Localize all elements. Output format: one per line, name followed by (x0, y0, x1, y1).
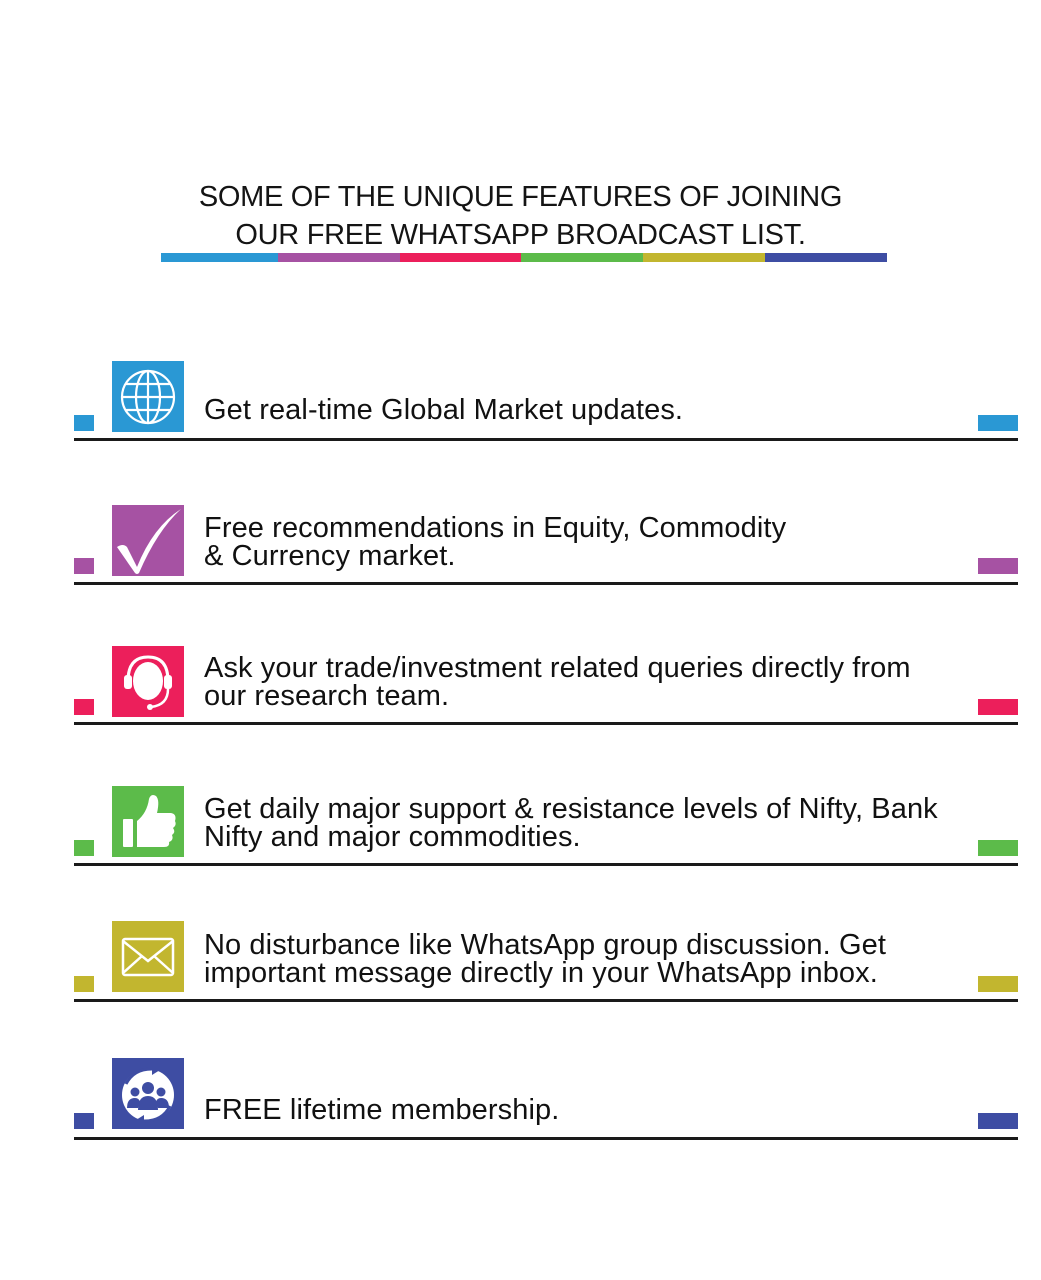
feature-divider (74, 438, 1018, 441)
feature-text: Get real-time Global Market updates. (204, 394, 684, 426)
feature-divider (74, 863, 1018, 866)
feature-marker-right (978, 558, 1018, 574)
feature-icon-box (112, 921, 184, 992)
thumbs-up-icon (117, 791, 179, 853)
color-bar-segment (521, 253, 643, 262)
feature-marker-left (74, 699, 94, 715)
color-bar-segment (643, 253, 765, 262)
title-line-2: OUR FREE WHATSAPP BROADCAST LIST. (235, 219, 806, 251)
feature-marker-left (74, 840, 94, 856)
feature-text: Ask your trade/investment related querie… (204, 652, 911, 712)
checkmark-icon (113, 507, 183, 575)
feature-marker-left (74, 558, 94, 574)
color-bar-segment (278, 253, 400, 262)
color-bar-segment (765, 253, 887, 262)
globe-icon (117, 366, 179, 428)
feature-marker-right (978, 415, 1018, 431)
feature-text: Get daily major support & resistance lev… (204, 793, 938, 853)
members-cycle-icon (116, 1062, 180, 1126)
feature-icon-box (112, 786, 184, 857)
title-color-bar (161, 253, 887, 262)
feature-divider (74, 582, 1018, 585)
feature-marker-right (978, 976, 1018, 992)
feature-divider (74, 1137, 1018, 1140)
title-line-1: SOME OF THE UNIQUE FEATURES OF JOINING (198, 181, 843, 213)
feature-icon-box (112, 646, 184, 717)
feature-icon-box (112, 505, 184, 576)
feature-icon-box (112, 361, 184, 432)
color-bar-segment (400, 253, 521, 262)
feature-marker-left (74, 976, 94, 992)
feature-marker-right (978, 840, 1018, 856)
feature-marker-left (74, 415, 94, 431)
feature-marker-right (978, 1113, 1018, 1129)
feature-divider (74, 722, 1018, 725)
feature-text: FREE lifetime membership. (204, 1094, 560, 1126)
headset-support-icon (117, 651, 179, 713)
feature-text: No disturbance like WhatsApp group discu… (204, 929, 887, 989)
page-title: SOME OF THE UNIQUE FEATURES OF JOINING O… (0, 178, 1041, 254)
envelope-icon (120, 936, 176, 978)
feature-divider (74, 999, 1018, 1002)
feature-marker-left (74, 1113, 94, 1129)
feature-marker-right (978, 699, 1018, 715)
feature-text: Free recommendations in Equity, Commodit… (204, 512, 787, 572)
color-bar-segment (161, 253, 278, 262)
feature-icon-box (112, 1058, 184, 1129)
